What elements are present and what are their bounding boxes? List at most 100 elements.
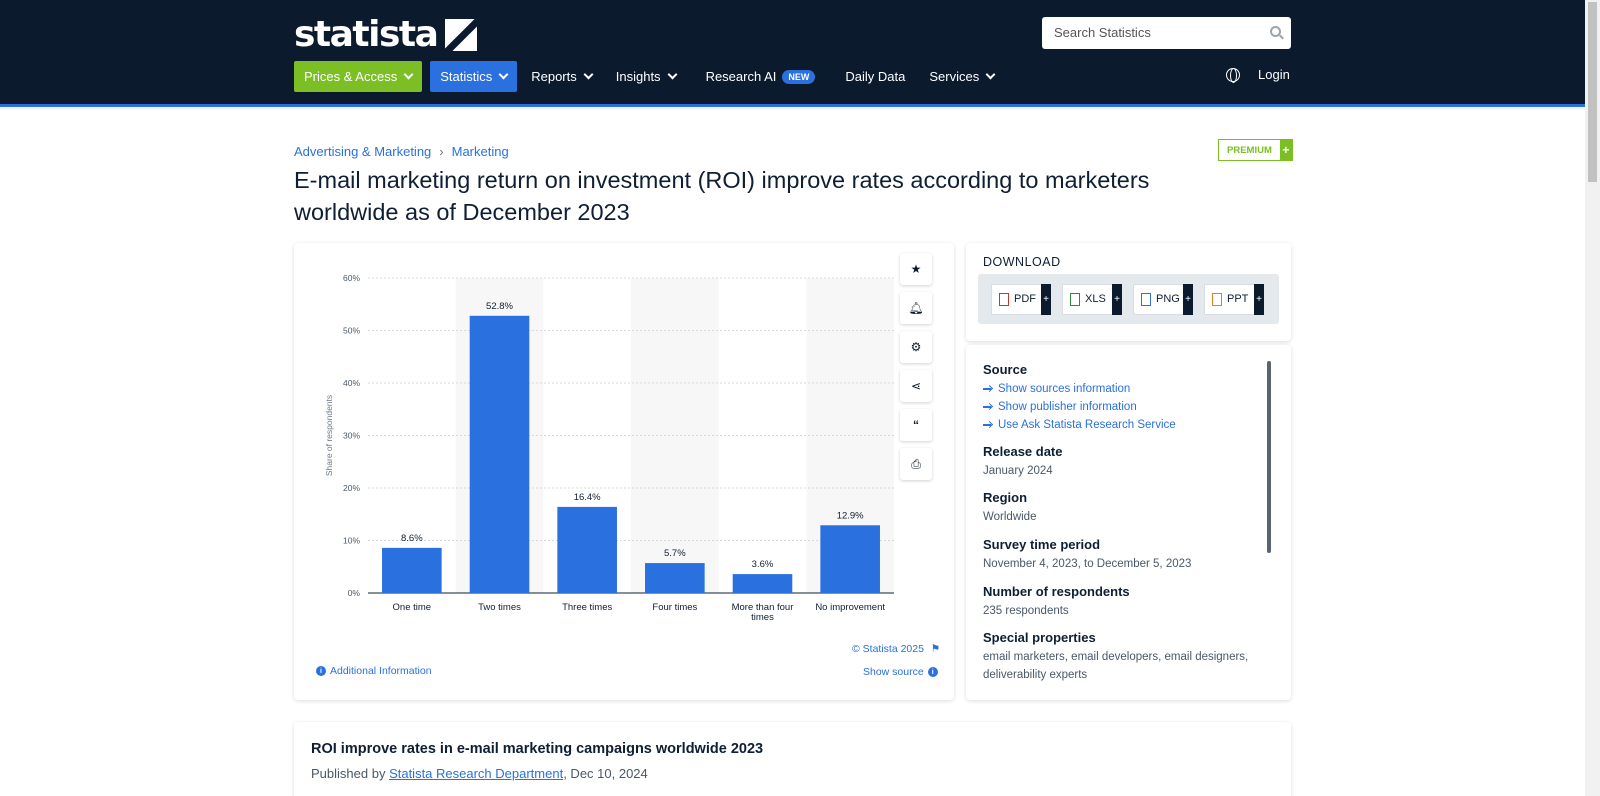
download-pdf-button[interactable]: PDF +	[991, 283, 1051, 315]
nav-prices-access[interactable]: Prices & Access	[294, 61, 423, 92]
nav-label: Prices & Access	[304, 69, 398, 84]
login-link[interactable]: Login	[1226, 67, 1290, 83]
y-tick-label: 60%	[343, 273, 360, 283]
chevron-down-icon	[985, 69, 996, 80]
respondents-label: Number of respondents	[983, 584, 1130, 599]
x-category-label: Two times	[478, 602, 521, 613]
arrow-right-icon	[983, 388, 991, 390]
bar	[557, 506, 617, 593]
chevron-down-icon	[583, 69, 594, 80]
nav-insights[interactable]: Insights	[606, 61, 686, 92]
show-publisher-link[interactable]: Show publisher information	[983, 398, 1176, 416]
ask-research-service-link[interactable]: Use Ask Statista Research Service	[983, 416, 1176, 434]
nav-services[interactable]: Services	[919, 61, 1004, 92]
globe-icon[interactable]	[1226, 67, 1240, 83]
plus-icon: +	[1112, 283, 1122, 315]
plus-icon: +	[1041, 283, 1051, 315]
bell-icon: 🔔︎	[908, 301, 924, 315]
additional-info-link[interactable]: i Additional Information	[312, 665, 432, 677]
gear-icon: ⚙	[910, 340, 922, 354]
respondents-section: Number of respondents 235 respondents	[983, 584, 1130, 620]
ppt-file-icon	[1212, 292, 1222, 306]
source-label: Source	[983, 362, 1028, 377]
settings-button[interactable]: ⚙	[900, 331, 932, 363]
published-by: Published by Statista Research Departmen…	[311, 766, 648, 781]
png-file-icon	[1141, 292, 1151, 306]
additional-info-text: Additional Information	[330, 665, 432, 677]
chevron-down-icon	[667, 69, 678, 80]
page-content: Advertising & Marketing › Marketing PREM…	[0, 110, 1585, 796]
link-text: Show publisher information	[998, 401, 1137, 413]
breadcrumb-advertising[interactable]: Advertising & Marketing	[294, 144, 432, 159]
bar	[469, 315, 530, 593]
chart-card: 0% 10% 20% 30% 40% 50% 60% Share of respondents…	[294, 243, 954, 700]
breadcrumb: Advertising & Marketing › Marketing	[294, 144, 509, 159]
download-ppt-button[interactable]: PPT +	[1204, 283, 1264, 315]
data-label: 3.6%	[752, 559, 774, 570]
statistic-description-card: ROI improve rates in e-mail marketing ca…	[294, 722, 1291, 796]
quote-icon: “	[913, 418, 919, 432]
chart-copyright[interactable]: © Statista 2025 ⚑	[852, 643, 940, 655]
show-source-link[interactable]: Show source i	[863, 666, 942, 678]
share-button[interactable]: ⋖	[900, 370, 932, 402]
download-title: DOWNLOAD	[983, 255, 1061, 269]
download-xls-button[interactable]: XLS +	[1062, 283, 1122, 315]
nav-daily-data[interactable]: Daily Data	[835, 61, 915, 92]
plus-icon: +	[1183, 283, 1193, 315]
search-placeholder: Search Statistics	[1054, 25, 1151, 40]
scrollbar-thumb[interactable]	[1588, 2, 1597, 182]
search-input[interactable]: Search Statistics	[1042, 17, 1291, 49]
nav-label: Daily Data	[845, 69, 906, 84]
chart-toolbar: ★ 🔔︎ ⚙ ⋖ “ ⎙	[900, 253, 932, 487]
download-buttons: PDF + XLS + PNG + PPT +	[978, 274, 1279, 324]
download-png-button[interactable]: PNG +	[1133, 283, 1193, 315]
cite-button[interactable]: “	[900, 409, 932, 441]
x-category-label: Three times	[562, 602, 612, 613]
logo-text: statista	[294, 14, 439, 55]
respondents-value: 235 respondents	[983, 605, 1069, 617]
survey-period-label: Survey time period	[983, 537, 1101, 552]
arrow-right-icon	[983, 424, 991, 426]
special-properties-value: email marketers, email developers, email…	[983, 651, 1249, 681]
source-section: Source Show sources information Show pub…	[983, 362, 1176, 434]
nav-label: Insights	[615, 69, 661, 84]
chevron-down-icon	[403, 69, 414, 80]
region-section: Region Worldwide	[983, 490, 1036, 526]
favorite-button[interactable]: ★	[900, 253, 932, 285]
search-icon[interactable]	[1270, 26, 1281, 37]
author-link[interactable]: Statista Research Department	[389, 766, 564, 781]
survey-period-section: Survey time period November 4, 2023, to …	[983, 537, 1191, 573]
nav-statistics[interactable]: Statistics	[430, 61, 518, 92]
published-by-prefix: Published by	[311, 766, 390, 781]
nav-reports[interactable]: Reports	[521, 61, 602, 92]
plus-icon: +	[1279, 139, 1292, 161]
link-text: Use Ask Statista Research Service	[998, 419, 1176, 431]
show-source-text: Show source	[863, 666, 924, 678]
x-category-label: One time	[393, 602, 432, 613]
notification-button[interactable]: 🔔︎	[900, 292, 932, 324]
x-category-label: Four times	[652, 602, 697, 613]
special-properties-section: Special properties email marketers, emai…	[983, 630, 1268, 684]
y-tick-label: 30%	[343, 431, 360, 441]
page-scrollbar[interactable]	[1585, 0, 1600, 796]
format-label: PNG	[1156, 293, 1180, 305]
star-icon: ★	[910, 262, 922, 276]
download-card: DOWNLOAD PDF + XLS + PNG + PPT +	[966, 243, 1291, 341]
breadcrumb-marketing[interactable]: Marketing	[451, 144, 509, 159]
site-header: statista Search Statistics Prices & Acce…	[0, 0, 1585, 107]
statista-logo[interactable]: statista	[294, 14, 478, 55]
copyright-text: © Statista 2025	[852, 643, 924, 655]
nav-research-ai[interactable]: Research AI NEW	[696, 61, 826, 92]
format-label: PPT	[1227, 293, 1249, 305]
premium-badge[interactable]: PREMIUM +	[1218, 139, 1293, 161]
show-sources-link[interactable]: Show sources information	[983, 380, 1176, 398]
y-tick-label: 20%	[343, 483, 360, 493]
nav-label: Reports	[531, 69, 577, 84]
new-badge: NEW	[782, 69, 816, 84]
print-button[interactable]: ⎙	[900, 448, 932, 480]
details-scrollbar[interactable]	[1267, 361, 1271, 553]
y-tick-label: 10%	[343, 536, 360, 546]
plus-icon: +	[1254, 283, 1264, 315]
nav-label: Statistics	[440, 69, 493, 84]
nav-label: Research AI	[705, 69, 777, 84]
